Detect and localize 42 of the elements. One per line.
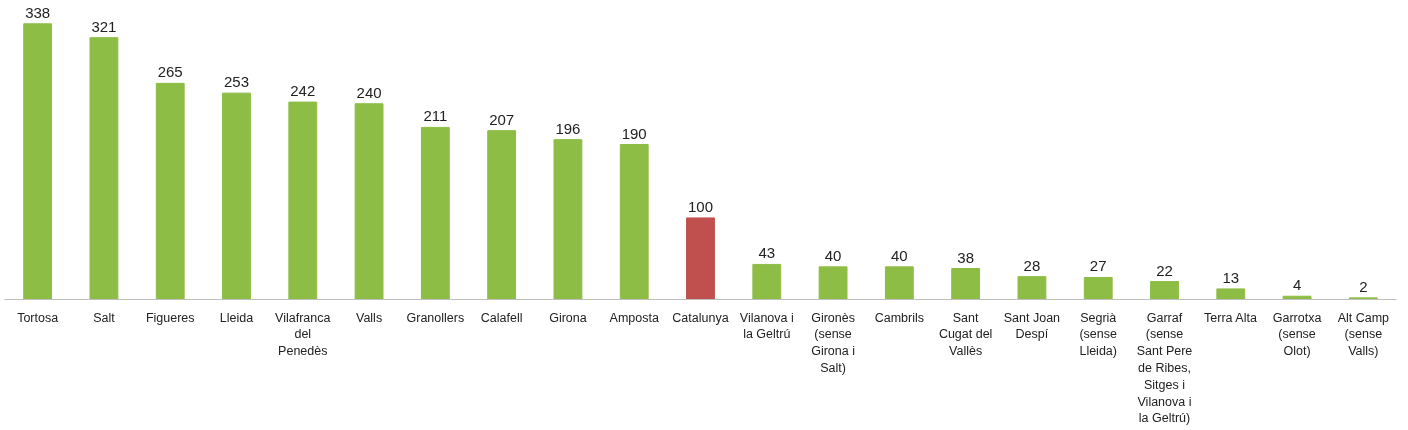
x-tick-label: Terra Alta xyxy=(1204,310,1257,325)
x-tick-label: Sant Cugat del Vallès xyxy=(938,310,993,359)
data-label: 242 xyxy=(290,82,316,100)
data-label: 321 xyxy=(91,17,117,35)
data-label: 43 xyxy=(758,244,776,262)
data-label: 100 xyxy=(687,197,714,215)
data-label: 253 xyxy=(223,73,250,91)
data-label: 2 xyxy=(1359,277,1368,295)
x-tick-label: Figueres xyxy=(145,310,195,325)
data-label: 38 xyxy=(957,248,974,266)
x-tick-label: Calafell xyxy=(480,310,523,325)
x-tick-label: Segrià (sense Lleida) xyxy=(1079,310,1118,359)
x-tick-label: Sant Joan Despí xyxy=(1003,310,1061,342)
x-tick-label: Valls xyxy=(355,310,383,325)
x-tick-label: Amposta xyxy=(609,310,659,325)
x-tick-label: Garraf (sense Sant Pere de Ribes, Sitges i Vilanova i la Geltrú) xyxy=(1136,310,1193,426)
x-tick-label: Granollers xyxy=(406,310,465,325)
data-label: 190 xyxy=(621,124,647,142)
data-label: 40 xyxy=(891,246,908,264)
data-label: 22 xyxy=(1156,261,1173,279)
x-tick-label: Lleida xyxy=(219,310,254,325)
data-label: 338 xyxy=(25,3,51,21)
data-label: 265 xyxy=(157,63,183,81)
data-label: 27 xyxy=(1089,257,1107,275)
x-tick-label: Garrotxa (sense Olot) xyxy=(1272,310,1322,359)
data-label: 4 xyxy=(1292,276,1302,294)
data-label: 40 xyxy=(824,246,842,264)
data-label: 211 xyxy=(423,107,448,125)
x-tick-label: Salt xyxy=(93,310,116,325)
data-label: 207 xyxy=(489,110,515,128)
data-label: 240 xyxy=(356,83,382,101)
data-label: 196 xyxy=(555,119,581,137)
x-tick-label: Cambrils xyxy=(874,310,925,325)
x-tick-label: Tortosa xyxy=(17,310,59,325)
x-tick-label: Alt Camp (sense Valls) xyxy=(1337,310,1390,359)
x-tick-label: Vilafranca del Penedès xyxy=(275,310,331,359)
x-tick-label: Girona xyxy=(549,310,587,325)
x-tick-label: Vilanova i la Geltrú xyxy=(739,310,794,342)
x-tick-label: Catalunya xyxy=(672,310,729,325)
data-label: 28 xyxy=(1023,256,1041,274)
data-label: 13 xyxy=(1222,268,1240,286)
x-tick-label: Gironès (sense Girona i Salt) xyxy=(811,310,855,375)
